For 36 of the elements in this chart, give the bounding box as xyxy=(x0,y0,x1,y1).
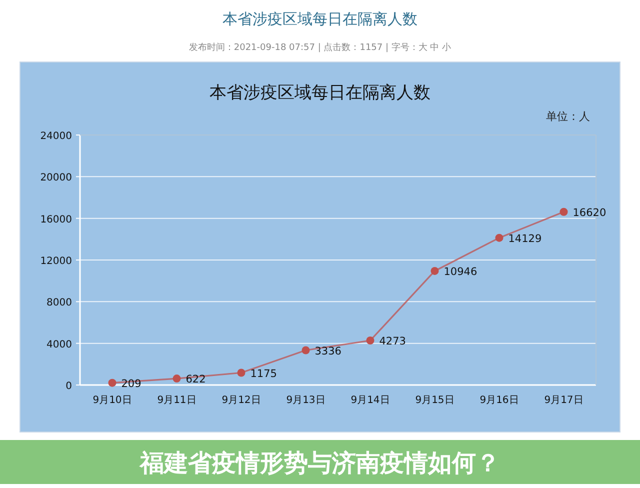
point xyxy=(237,368,246,377)
x-tick-label: 9月14日 xyxy=(350,395,390,406)
data-label: 14129 xyxy=(508,232,542,245)
text: 单位：人 xyxy=(546,110,590,123)
x-tick-label: 9月15日 xyxy=(415,395,454,406)
y-tick-label: 0 xyxy=(66,381,72,392)
data-label: 10946 xyxy=(444,266,478,278)
point xyxy=(560,208,568,216)
x-tick-label: 9月11日 xyxy=(157,395,196,406)
text: 发布时间：2021-09-18 07:57 | 点击数：1157 | 字号：大 中 小 xyxy=(188,42,452,53)
y-tick-label: 20000 xyxy=(40,172,72,184)
point xyxy=(366,336,374,344)
text: 福建省疫情形势与济南疫情如何？ xyxy=(139,449,500,477)
y-tick-label: 8000 xyxy=(46,298,72,309)
data-label: 16620 xyxy=(572,206,606,219)
y-tick-label: 12000 xyxy=(40,256,72,267)
data-label: 4273 xyxy=(379,335,406,348)
x-tick-label: 9月12日 xyxy=(222,395,261,406)
x-tick-label: 9月16日 xyxy=(480,395,519,406)
data-label: 209 xyxy=(121,378,142,390)
data-label: 622 xyxy=(186,374,206,386)
x-tick-label: 9月17日 xyxy=(544,395,584,406)
y-tick-label: 24000 xyxy=(40,131,72,142)
chart-title: 本省涉疫区域每日在隔离人数 xyxy=(210,83,430,103)
data-label: 3336 xyxy=(314,345,342,358)
y-tick-label: 4000 xyxy=(46,339,72,350)
x-tick-label: 9月13日 xyxy=(286,395,326,406)
point xyxy=(302,346,310,354)
y-tick-label: 16000 xyxy=(40,214,72,226)
point xyxy=(430,266,439,275)
point xyxy=(172,374,181,383)
x-tick-label: 9月10日 xyxy=(92,395,132,406)
text: 本省涉疫区域每日在隔离人数 xyxy=(222,10,418,28)
data-label: 1175 xyxy=(250,368,277,380)
point xyxy=(495,234,504,242)
point xyxy=(108,378,116,387)
